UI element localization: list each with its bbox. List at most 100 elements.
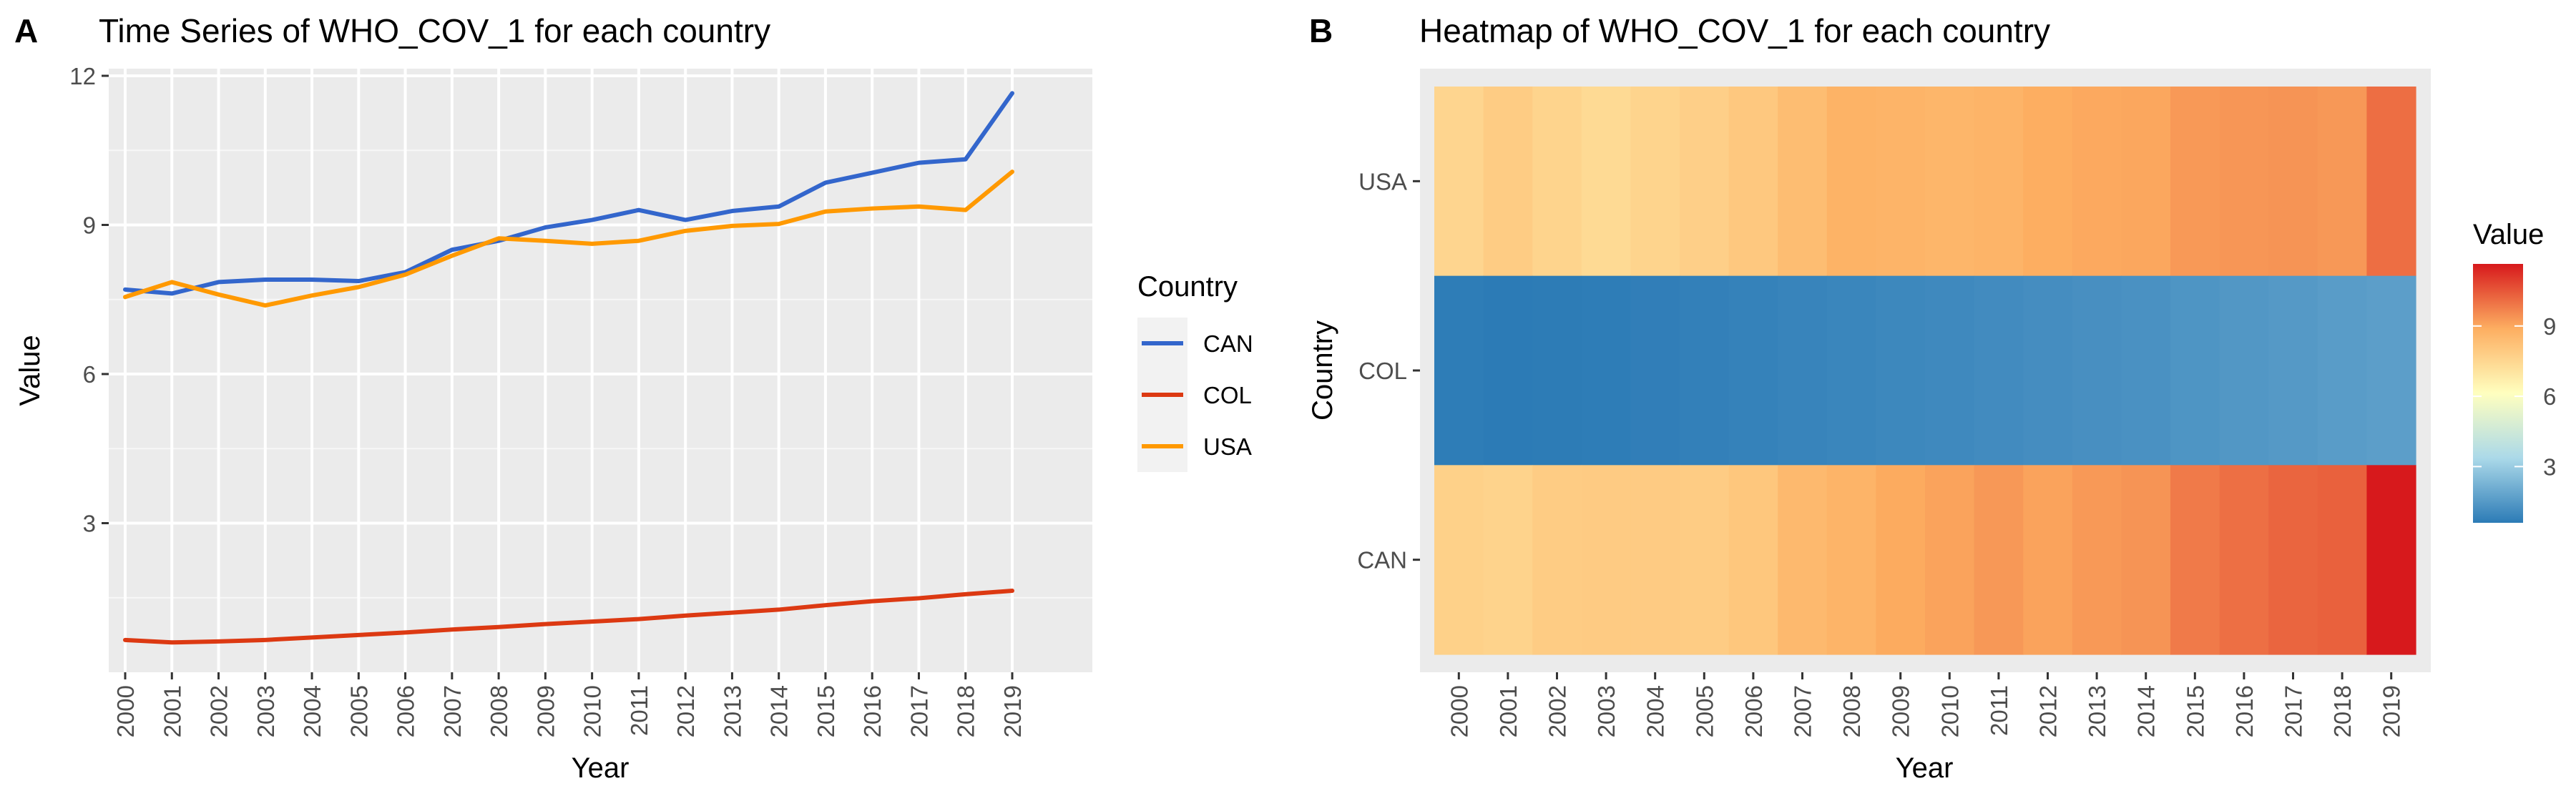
heatmap-cell — [2170, 275, 2220, 466]
heatmap-cell — [1581, 275, 1631, 466]
heatmap-cell — [1483, 275, 1533, 466]
legend-label-usa: USA — [1203, 433, 1252, 460]
y-tick-label: 6 — [83, 361, 96, 388]
heatmap-cell — [2121, 87, 2171, 277]
x-tick-label: 2008 — [1838, 685, 1865, 737]
x-tick-label: 2006 — [1740, 685, 1767, 737]
heatmap-cell — [2121, 275, 2171, 466]
heatmap-colorbar: Value 3 6 9 — [2473, 219, 2556, 523]
heatmap-cell — [1826, 465, 1876, 655]
panel-b-letter: B — [1309, 12, 1333, 49]
series-line-col — [123, 589, 1014, 645]
heatmap-cell — [2219, 465, 2269, 655]
x-tick-label: 2015 — [2182, 685, 2208, 737]
line-grid — [109, 69, 1092, 672]
heatmap-cell — [1532, 87, 1582, 277]
heatmap-cell — [1434, 87, 1484, 277]
line-plot-background — [109, 69, 1092, 672]
y-tick-label: 3 — [83, 511, 96, 537]
x-tick-label: 2018 — [953, 685, 979, 737]
heatmap-cell — [1925, 87, 1975, 277]
panel-a: A Time Series of WHO_COV_1 for each coun… — [14, 12, 1253, 784]
heatmap-cell — [2023, 275, 2073, 466]
x-tick-label: 2007 — [439, 685, 466, 737]
x-tick-label: 2019 — [2379, 685, 2405, 737]
heatmap-cell — [1728, 465, 1778, 655]
x-tick-label: 2014 — [766, 685, 793, 737]
heatmap-x-axis-title: Year — [1896, 752, 1954, 784]
x-tick-label: 2007 — [1790, 685, 1816, 737]
heatmap-cell — [2072, 87, 2122, 277]
x-tick-label: 2019 — [999, 685, 1026, 737]
x-tick-label: 2001 — [1495, 685, 1522, 737]
x-tick-label: 2011 — [1986, 685, 2012, 736]
legend-label-col: COL — [1203, 382, 1252, 408]
heatmap-x-axis: 2000 2001 2002 2003 2004 2005 2006 2007 2008 2009… — [1446, 672, 2405, 737]
x-tick-label: 2012 — [672, 685, 699, 737]
heatmap-cell — [2366, 465, 2416, 655]
heatmap-cell — [1680, 275, 1730, 466]
x-tick-label: 2005 — [1691, 685, 1718, 737]
heatmap-cell — [1630, 87, 1680, 277]
heatmap-cell — [1630, 275, 1680, 466]
series-line-usa — [123, 169, 1014, 308]
heatmap-cell — [1925, 465, 1975, 655]
x-tick-label: 2010 — [1936, 685, 1963, 737]
heatmap-cell — [1974, 275, 2024, 466]
x-tick-label: 2011 — [626, 685, 652, 736]
heatmap-cell — [1680, 87, 1730, 277]
y-tick-label: 9 — [83, 212, 96, 239]
heatmap-cell — [2170, 87, 2220, 277]
x-tick-label: 2013 — [2084, 685, 2110, 737]
panel-a-letter: A — [14, 12, 38, 49]
colorbar-ticks: 3 6 9 — [2473, 313, 2556, 480]
heatmap-cell — [2072, 275, 2122, 466]
x-tick-label: 2015 — [813, 685, 839, 737]
line-y-axis-title: Value — [14, 335, 46, 406]
heatmap-cell — [2268, 275, 2318, 466]
heatmap-cell — [1483, 87, 1533, 277]
colorbar-gradient — [2473, 264, 2523, 523]
legend-label-can: CAN — [1203, 330, 1253, 357]
panel-b: B Heatmap of WHO_COV_1 for each country … — [1307, 12, 2556, 784]
heatmap-cell — [1974, 465, 2024, 655]
x-tick-label: 2009 — [1888, 685, 1914, 737]
panel-a-title: Time Series of WHO_COV_1 for each countr… — [99, 12, 770, 49]
line-y-axis: 3 6 9 12 — [69, 63, 109, 537]
heatmap-y-axis-title: Country — [1307, 320, 1338, 421]
heatmap-cell — [2170, 465, 2220, 655]
x-tick-label: 2004 — [1642, 685, 1669, 737]
x-tick-label: 2000 — [112, 685, 139, 737]
x-tick-label: 2002 — [206, 685, 232, 737]
heatmap-cell — [2023, 465, 2073, 655]
heatmap-cell — [1778, 275, 1828, 466]
heatmap-cell — [1925, 275, 1975, 466]
heatmap-cell — [1728, 275, 1778, 466]
heatmap-y-axis: USA COL CAN — [1357, 168, 1420, 574]
legend-entries: CAN COL USA — [1137, 318, 1253, 472]
x-tick-label: 2005 — [346, 685, 372, 737]
heatmap-cell — [2317, 465, 2367, 655]
heatmap-cell — [1876, 87, 1926, 277]
x-tick-label: 2017 — [906, 685, 932, 737]
legend-title: Country — [1137, 271, 1238, 303]
colorbar-tick-label: 9 — [2543, 313, 2556, 340]
heatmap-cell — [1532, 465, 1582, 655]
heatmap-cell — [1876, 275, 1926, 466]
x-tick-label: 2014 — [2133, 685, 2160, 737]
heatmap-cell — [1778, 465, 1828, 655]
heatmap-cell — [2268, 87, 2318, 277]
x-tick-label: 2016 — [859, 685, 886, 737]
heatmap-cell — [1728, 87, 1778, 277]
x-tick-label: 2002 — [1544, 685, 1571, 737]
y-tick-label: 12 — [69, 63, 96, 89]
heatmap-cell — [1680, 465, 1730, 655]
x-tick-label: 2004 — [299, 685, 325, 737]
colorbar-tick-label: 3 — [2543, 453, 2556, 480]
x-tick-label: 2008 — [486, 685, 512, 737]
heatmap-cell — [1581, 87, 1631, 277]
heatmap-cell — [2219, 275, 2269, 466]
heatmap-cell — [2366, 87, 2416, 277]
x-tick-label: 2003 — [1593, 685, 1620, 737]
